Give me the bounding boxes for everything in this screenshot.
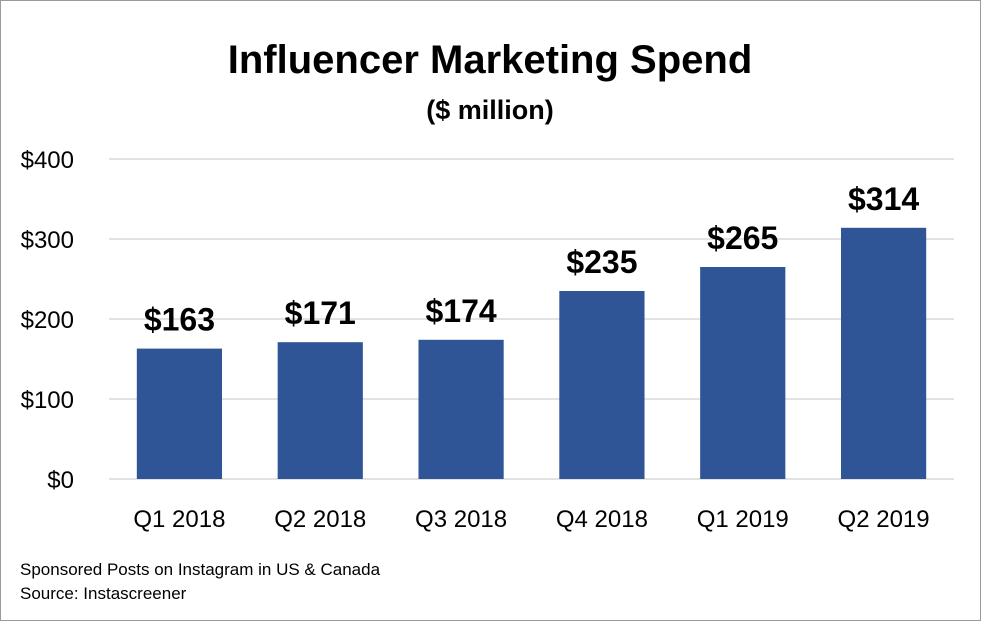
data-label: $265 xyxy=(707,220,778,256)
data-label: $314 xyxy=(848,181,919,217)
bar xyxy=(418,339,504,479)
gridlines xyxy=(109,158,954,480)
chart-subtitle: ($ million) xyxy=(426,95,554,125)
bar xyxy=(700,267,786,479)
y-tick-label: $400 xyxy=(21,147,74,174)
data-label: $163 xyxy=(144,302,215,338)
chart-title: Influencer Marketing Spend xyxy=(228,38,753,82)
data-label: $171 xyxy=(285,295,356,331)
data-labels: $163 $171 $174 $235 $265 $314 xyxy=(144,181,920,338)
y-tick-label: $0 xyxy=(47,467,74,494)
bar xyxy=(559,291,645,479)
y-tick-label: $100 xyxy=(21,387,74,414)
x-tick-label: Q3 2018 xyxy=(415,506,507,533)
bars xyxy=(136,227,927,479)
y-axis: $0 $100 $200 $300 $400 xyxy=(21,147,74,494)
bar xyxy=(840,227,927,479)
x-tick-label: Q2 2018 xyxy=(274,506,366,533)
bar xyxy=(277,342,363,479)
footnote-description: Sponsored Posts on Instagram in US & Can… xyxy=(20,560,381,579)
bar xyxy=(136,348,223,479)
x-tick-label: Q1 2018 xyxy=(133,506,225,533)
y-tick-label: $300 xyxy=(21,227,74,254)
x-tick-label: Q4 2018 xyxy=(556,506,648,533)
x-tick-label: Q1 2019 xyxy=(697,506,789,533)
data-label: $174 xyxy=(425,293,496,329)
x-axis: Q1 2018 Q2 2018 Q3 2018 Q4 2018 Q1 2019 Q2 20… xyxy=(133,506,929,533)
data-label: $235 xyxy=(566,244,637,280)
x-tick-label: Q2 2019 xyxy=(838,506,930,533)
footnote-source: Source: Instascreener xyxy=(20,584,187,603)
y-tick-label: $200 xyxy=(21,307,74,334)
